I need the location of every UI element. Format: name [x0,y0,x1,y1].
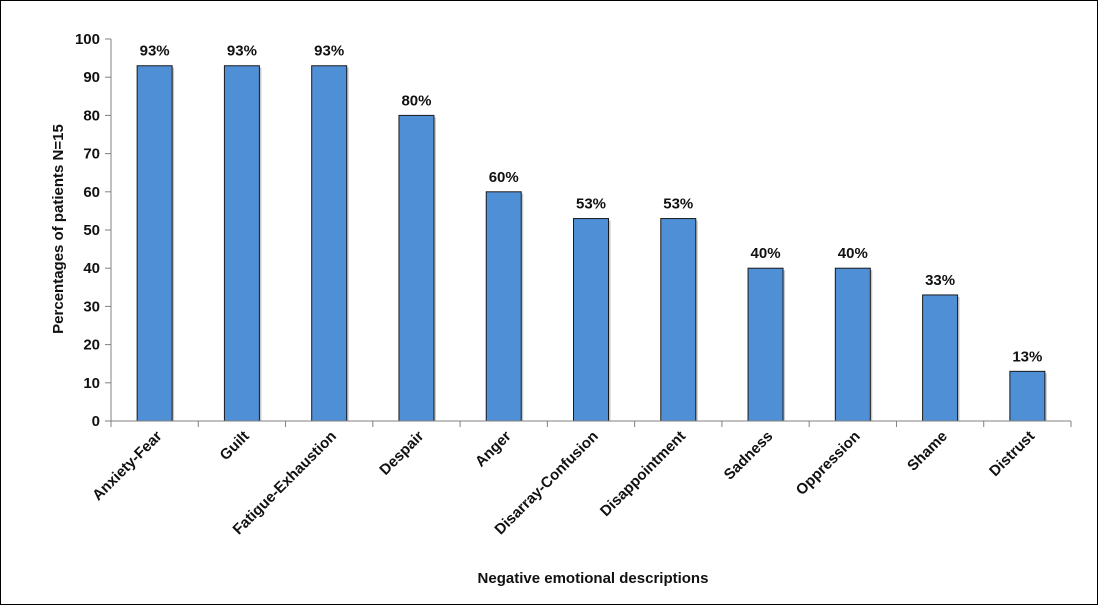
y-tick-label: 30 [83,298,100,315]
bar [747,267,784,422]
data-label: 40% [751,245,781,262]
x-tick-label: Anxiety-Fear [89,428,165,504]
x-tick-label: Oppression [793,428,864,499]
y-tick-label: 80 [83,107,100,124]
bar [1009,370,1046,422]
y-tick-label: 0 [92,413,100,430]
y-axis: 0 10 20 30 40 50 60 70 80 90 100 [75,31,112,430]
x-tick-label: Disappointment [597,428,689,520]
bar [922,294,959,422]
y-axis-title: Percentages of patients N=15 [50,124,67,334]
data-label: 53% [576,196,606,213]
y-tick-label: 70 [83,146,100,163]
y-tick-label: 60 [83,184,100,201]
bar [398,114,435,422]
x-tick-label: Sadness [721,428,777,484]
bar [223,65,260,422]
data-label: 93% [314,43,344,60]
data-label: 33% [925,272,955,289]
bar [573,218,609,422]
y-tick-label: 90 [83,69,100,86]
y-tick-label: 100 [75,31,100,48]
x-tick-label: Shame [904,428,951,475]
x-axis-title: Negative emotional descriptions [478,570,709,587]
data-label: 60% [489,169,519,186]
x-tick-label: Anger [472,428,515,471]
y-tick-label: 20 [83,337,100,354]
bars [136,65,1047,422]
data-label: 13% [1012,348,1042,365]
y-tick-label: 40 [83,260,100,277]
bar [311,65,348,422]
y-tick-label: 50 [83,222,100,239]
y-tick-label: 10 [83,375,100,392]
data-label: 53% [663,196,693,213]
bar [485,191,522,422]
data-label: 93% [227,43,257,60]
x-tick-label: Guilt [217,428,253,464]
data-label: 93% [140,43,170,60]
bar [136,65,173,422]
data-label: 40% [838,245,868,262]
data-labels: 93% 93% 93% 80% 60% 53% 53% 40% 40% 33% 13% [140,43,1043,366]
bar [834,267,871,422]
data-label: 80% [401,92,431,109]
x-tick-label: Despair [376,428,427,479]
bar [660,218,697,422]
x-tick-label: Distrust [986,428,1038,480]
